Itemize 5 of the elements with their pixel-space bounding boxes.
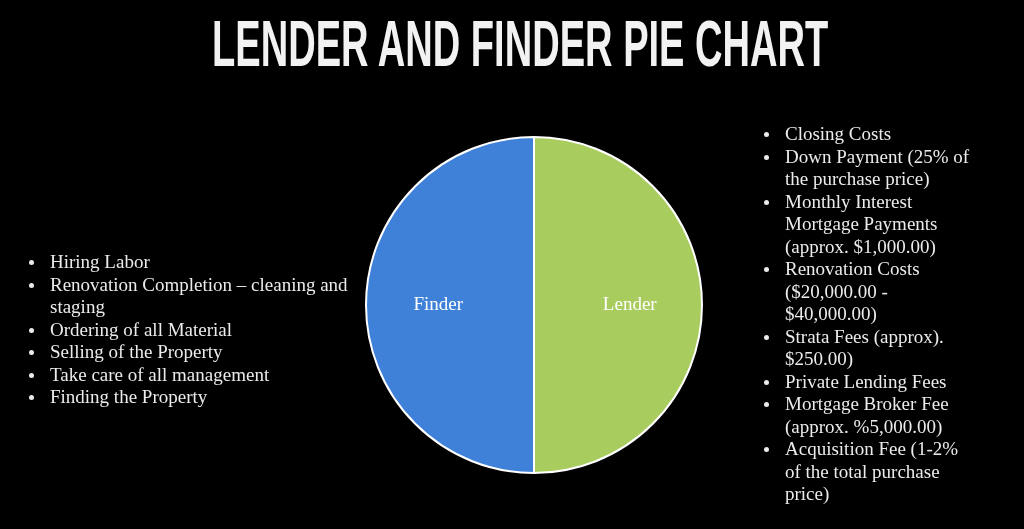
- text: Closing Costs Down Payment (25% of the purchase price) Monthly Interest Mortgage Payments (approx. $1,000.00) Renovation Costs ($20,000.00 - $40,000.00) Strata Fees (approx). $250.00) Private Lending Fees Mortgage Broker Fee (approx. %5,000.00) Acquisition Fee (1-2% of the total purchase price): [785, 123, 970, 504]
- chart-title: LENDER AND FINDER PIE CHART: [212, 8, 829, 80]
- slice-label: Finder: [413, 292, 464, 314]
- slice-label: Lender: [602, 292, 658, 314]
- text: Hiring Labor Renovation Completion – cleaning and staging Ordering of all Material Selling of the Property Take care of all management Finding the Property: [50, 251, 348, 407]
